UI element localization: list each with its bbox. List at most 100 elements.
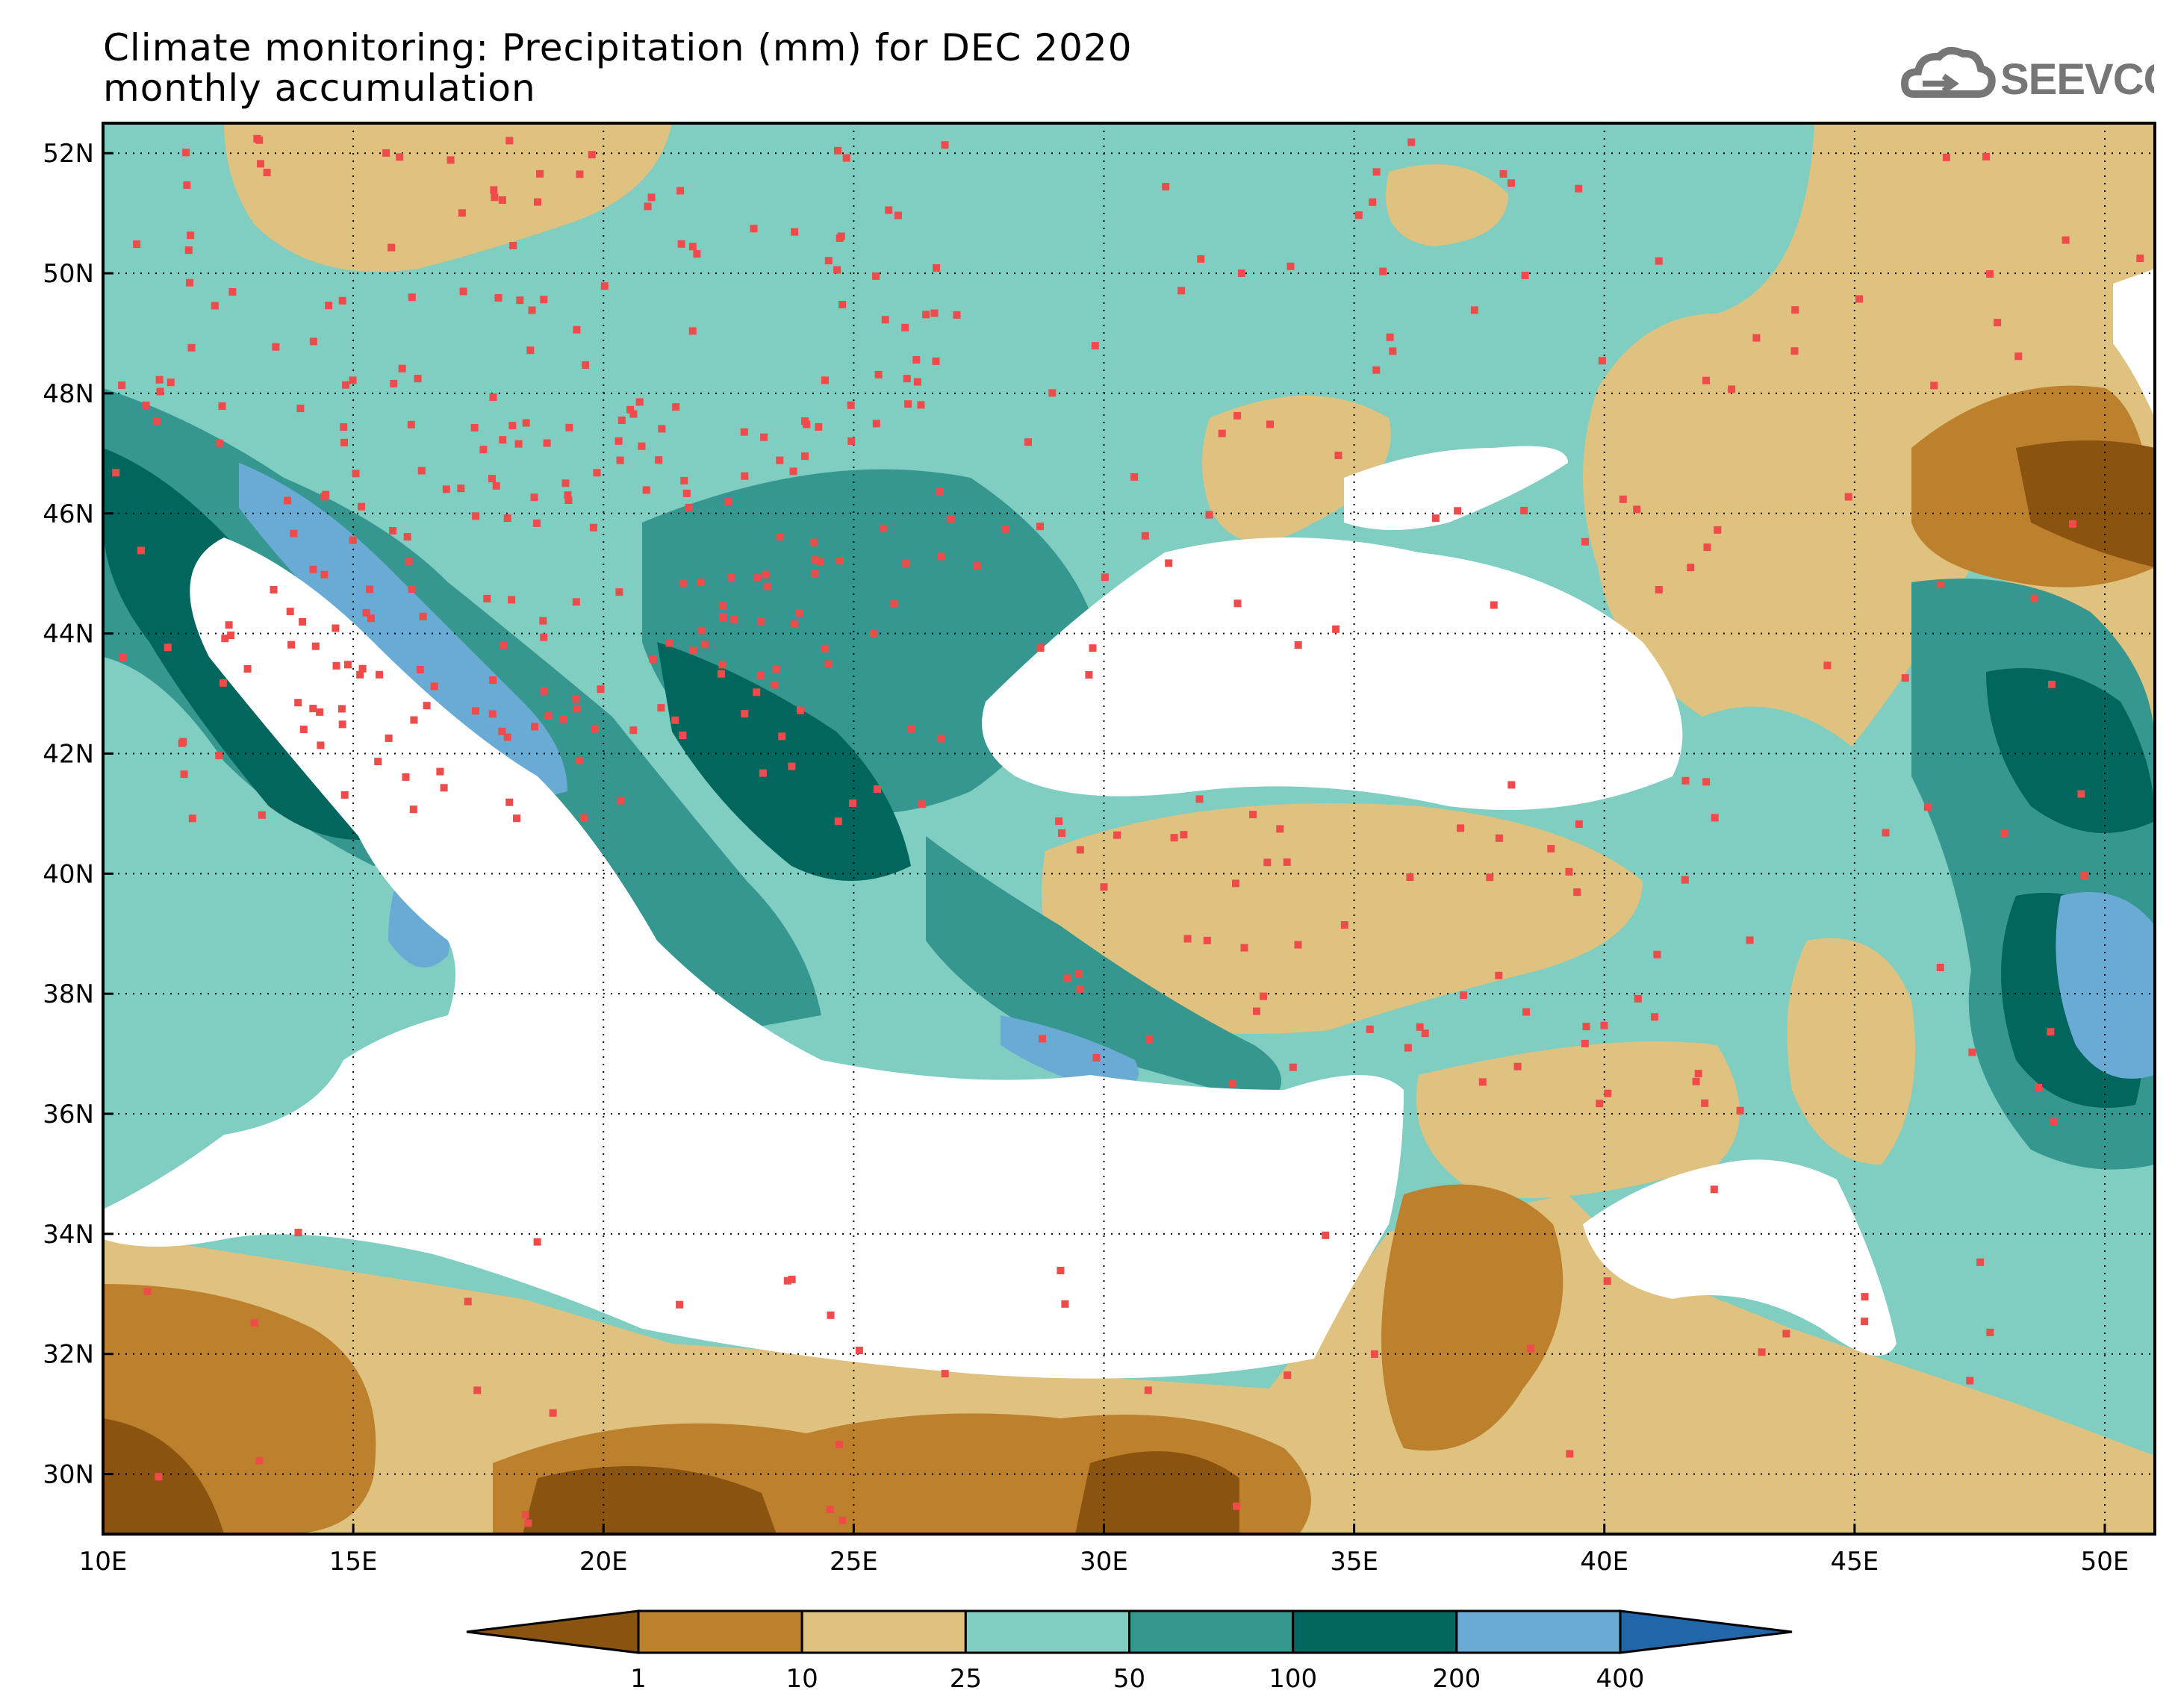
station-marker: [1522, 1008, 1531, 1016]
station-marker: [789, 467, 797, 476]
station-marker: [1499, 170, 1507, 178]
station-marker: [436, 767, 444, 776]
station-marker: [629, 726, 638, 735]
station-marker: [366, 585, 374, 593]
station-marker: [1703, 543, 1711, 552]
station-marker: [508, 422, 517, 430]
station-marker: [836, 557, 844, 564]
station-marker: [403, 533, 411, 541]
station-marker: [1598, 357, 1606, 365]
station-marker: [750, 225, 758, 233]
station-marker: [2047, 1028, 2055, 1036]
colorbar: 1 10 25 50 100 200 400: [466, 1609, 1793, 1694]
x-tick-label: 20E: [579, 1547, 628, 1577]
station-marker: [682, 489, 691, 497]
station-marker: [974, 562, 982, 570]
station-marker: [1901, 674, 1909, 682]
station-marker: [881, 316, 889, 324]
station-marker: [796, 706, 804, 714]
station-marker: [588, 151, 596, 159]
station-marker: [1205, 511, 1213, 519]
station-marker: [1633, 505, 1641, 514]
station-marker: [1366, 1025, 1374, 1033]
station-marker: [679, 579, 688, 587]
station-marker: [255, 136, 264, 144]
station-marker: [649, 655, 657, 663]
station-marker: [795, 608, 803, 617]
station-marker: [809, 538, 818, 546]
station-marker: [505, 798, 514, 806]
station-marker: [847, 437, 856, 445]
station-marker: [1994, 319, 2002, 327]
tan-caspian: [1583, 123, 2155, 747]
station-marker: [530, 493, 538, 502]
station-marker: [528, 306, 536, 314]
station-marker: [1581, 1039, 1589, 1047]
station-marker: [1253, 1007, 1260, 1015]
station-marker: [936, 487, 944, 496]
station-marker: [1710, 1185, 1718, 1194]
station-marker: [320, 570, 329, 579]
station-marker: [2014, 352, 2023, 361]
black-sea: [982, 537, 1683, 810]
station-marker: [409, 805, 417, 814]
station-marker: [1692, 1077, 1700, 1085]
station-marker: [1575, 820, 1583, 828]
station-marker: [352, 470, 360, 478]
station-marker: [572, 695, 580, 703]
station-marker: [763, 582, 771, 590]
station-marker: [655, 456, 663, 464]
station-marker: [531, 723, 538, 731]
station-marker: [790, 620, 798, 629]
station-marker: [1701, 1099, 1709, 1107]
station-marker: [753, 574, 762, 582]
station-marker: [1141, 532, 1149, 540]
station-marker: [638, 442, 646, 450]
station-marker: [533, 1238, 541, 1246]
station-marker: [325, 302, 333, 310]
colorbar-label: 10: [786, 1664, 818, 1694]
station-marker: [1600, 1021, 1608, 1029]
station-marker: [1197, 255, 1205, 263]
station-marker: [589, 523, 597, 532]
station-marker: [1736, 1106, 1744, 1115]
station-marker: [937, 735, 945, 743]
x-tick-label: 50E: [2081, 1547, 2129, 1577]
station-marker: [1478, 1078, 1487, 1086]
station-marker: [672, 403, 680, 411]
station-marker: [1283, 1371, 1292, 1380]
station-marker: [221, 635, 229, 643]
colorbar-segment: [800, 1609, 967, 1654]
station-marker: [1986, 270, 1994, 278]
station-marker: [1565, 867, 1573, 876]
station-marker: [156, 387, 164, 396]
station-marker: [1334, 452, 1342, 459]
station-marker: [1322, 1231, 1330, 1239]
station-marker: [717, 670, 725, 678]
station-marker: [688, 243, 697, 251]
station-marker: [514, 440, 523, 448]
station-marker: [575, 756, 583, 764]
station-marker: [1520, 507, 1528, 514]
station-marker: [1091, 342, 1099, 350]
station-marker: [740, 428, 748, 436]
colorbar-label: 25: [950, 1664, 982, 1694]
y-tick-label: 52N: [43, 139, 94, 169]
station-marker: [718, 602, 726, 610]
station-marker: [250, 1319, 258, 1327]
station-marker: [647, 193, 656, 202]
station-marker: [522, 419, 530, 427]
station-marker: [533, 519, 541, 527]
station-marker: [491, 193, 499, 202]
map-frame: [102, 122, 2156, 1536]
station-marker: [464, 1297, 472, 1306]
station-marker: [1752, 334, 1761, 342]
station-marker: [1294, 641, 1302, 649]
station-marker: [470, 424, 479, 431]
station-marker: [1024, 438, 1032, 446]
station-marker: [541, 687, 549, 695]
station-marker: [635, 398, 644, 406]
station-marker: [524, 1519, 532, 1527]
station-marker: [719, 613, 727, 621]
station-marker: [322, 490, 330, 499]
